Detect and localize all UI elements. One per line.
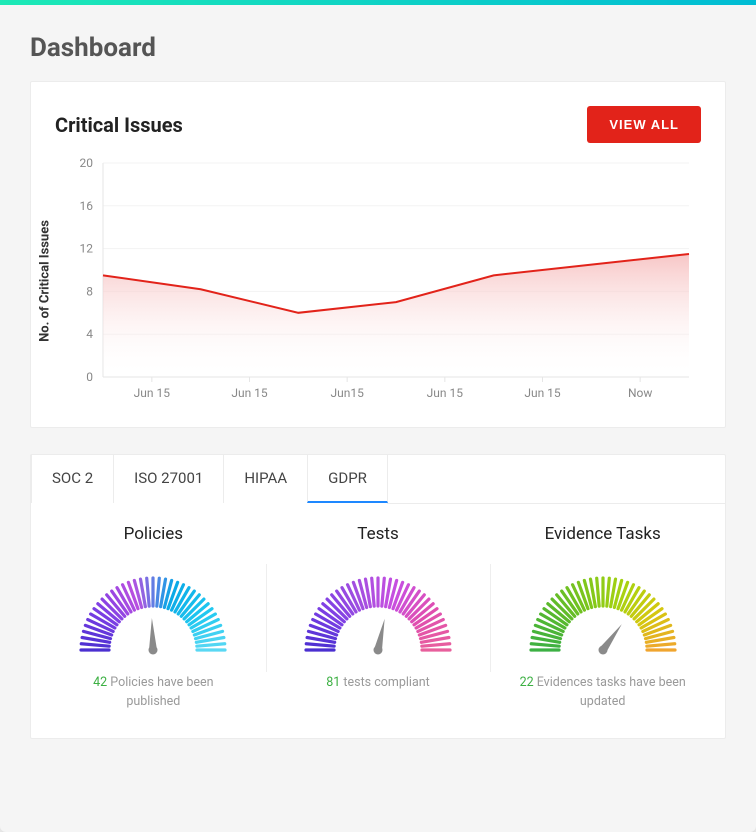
gauge-caption-text: tests compliant: [340, 675, 429, 690]
svg-text:Jun 15: Jun 15: [524, 386, 561, 400]
gauge-policies: Policies 42 Policies have been published: [41, 524, 266, 712]
area-chart-svg: 0 4 8 12 16 20 Jun 15 Jun 15 Jun15 Jun 15 Jun 15 No…: [55, 151, 695, 411]
svg-text:16: 16: [80, 199, 94, 213]
svg-text:Jun 15: Jun 15: [134, 386, 171, 400]
gauge-caption-text: Evidences tasks have been updated: [534, 675, 686, 709]
tab-soc-2[interactable]: SOC 2: [31, 454, 114, 503]
svg-text:Jun 15: Jun 15: [231, 386, 268, 400]
svg-text:Jun 15: Jun 15: [427, 386, 464, 400]
tabs-spacer: [387, 455, 725, 504]
svg-text:Jun15: Jun15: [330, 386, 364, 400]
compliance-card: SOC 2ISO 27001HIPAAGDPR Policies 42 Polic…: [30, 454, 726, 739]
view-all-button[interactable]: VIEW ALL: [587, 106, 701, 143]
gauge-caption-text: Policies have been published: [107, 675, 213, 709]
gauge-tests: Tests 81 tests compliant: [266, 524, 491, 712]
svg-text:0: 0: [86, 370, 93, 384]
svg-text:4: 4: [86, 327, 93, 341]
gauge-title: Evidence Tasks: [500, 524, 705, 544]
gauge-count: 42: [93, 675, 107, 690]
gauge-caption: 42 Policies have been published: [51, 674, 256, 712]
gauge-svg: [68, 558, 238, 658]
gauges-row: Policies 42 Policies have been published T…: [31, 504, 725, 738]
tab-gdpr[interactable]: GDPR: [307, 454, 388, 503]
gauge-evidence-tasks: Evidence Tasks 22 Evidences tasks have be…: [490, 524, 715, 712]
svg-text:8: 8: [86, 284, 93, 298]
gauge-svg: [518, 558, 688, 658]
tab-iso-27001[interactable]: ISO 27001: [113, 454, 224, 503]
gauge-title: Tests: [276, 524, 481, 544]
gauge-caption: 22 Evidences tasks have been updated: [500, 674, 705, 712]
dashboard-window: Dashboard Critical Issues VIEW ALL No. o…: [0, 0, 756, 832]
gauge-caption: 81 tests compliant: [276, 674, 481, 693]
critical-issues-chart: No. of Critical Issues 048121620Jun 15Ju…: [55, 151, 701, 411]
svg-text:20: 20: [80, 156, 94, 170]
svg-text:12: 12: [80, 242, 94, 256]
page-title: Dashboard: [30, 33, 726, 63]
critical-issues-card: Critical Issues VIEW ALL No. of Critical…: [30, 81, 726, 428]
gauge-count: 81: [326, 675, 340, 690]
tab-hipaa[interactable]: HIPAA: [223, 454, 308, 503]
svg-text:Now: Now: [628, 386, 652, 400]
chart-ylabel: No. of Critical Issues: [38, 220, 53, 342]
gauge-svg: [293, 558, 463, 658]
compliance-tabs: SOC 2ISO 27001HIPAAGDPR: [31, 455, 725, 504]
gauge-count: 22: [520, 675, 534, 690]
critical-issues-title: Critical Issues: [55, 113, 183, 137]
gauge-title: Policies: [51, 524, 256, 544]
